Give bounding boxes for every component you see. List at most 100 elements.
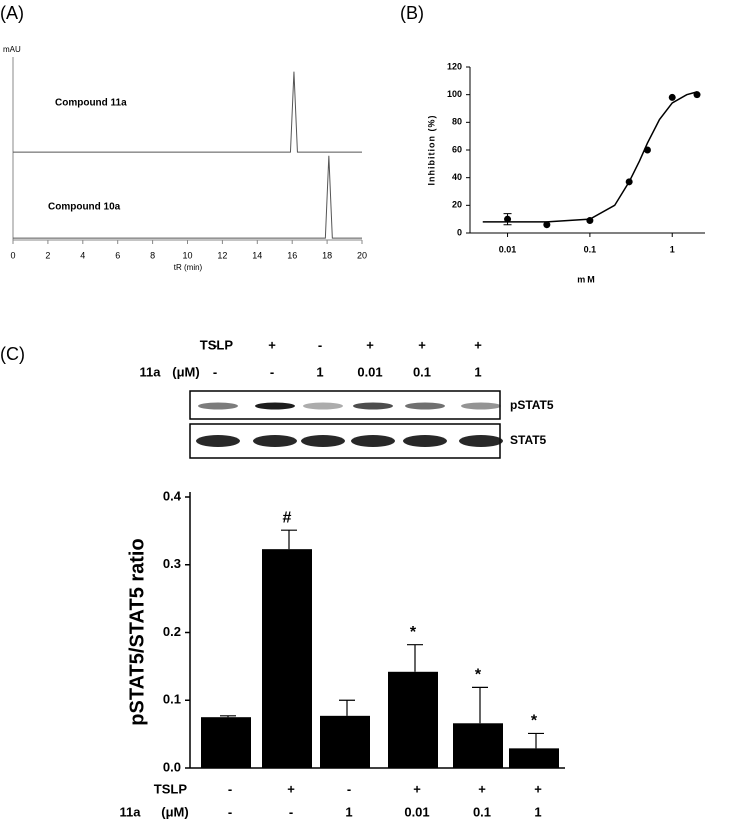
y-axis-label: mAU (3, 45, 21, 54)
bar (201, 717, 251, 768)
x-tick-label: 2 (45, 250, 50, 260)
row-label: TSLP (200, 337, 234, 352)
lane-label: 0.01 (404, 804, 429, 819)
band (405, 402, 445, 410)
data-point (693, 91, 701, 99)
lane-label: - (289, 804, 293, 819)
x-tick-label: 1 (670, 244, 675, 254)
band (253, 435, 297, 447)
trace-label: Compound 11a (55, 98, 127, 109)
y-tick-label: 100 (447, 89, 462, 99)
row-unit: (μM) (161, 804, 188, 819)
x-axis-label: mM (577, 274, 597, 284)
band (351, 435, 395, 447)
y-tick-label: 0.2 (163, 624, 181, 639)
error-bar (220, 715, 236, 718)
lane-label: + (534, 781, 542, 796)
band (196, 435, 240, 447)
data-point (643, 146, 651, 154)
lane-label: - (213, 364, 217, 379)
band (301, 435, 345, 447)
lane-label: 1 (534, 804, 541, 819)
row-label: 11a (140, 364, 162, 379)
y-tick-label: 60 (452, 144, 462, 154)
lane-label: 1 (316, 364, 323, 379)
y-tick-label: 0.4 (163, 488, 182, 503)
band (255, 402, 295, 410)
y-tick-label: 40 (452, 172, 462, 182)
trace (13, 71, 362, 153)
lane-label: + (474, 337, 482, 352)
x-tick-label: 6 (115, 250, 120, 260)
data-point (586, 217, 594, 225)
lane-label: + (478, 781, 486, 796)
y-tick-label: 80 (452, 117, 462, 127)
bar (388, 671, 438, 768)
error-bar (339, 699, 355, 716)
significance-mark: * (531, 713, 538, 730)
band (303, 402, 343, 410)
error-bar (472, 686, 488, 724)
band (403, 435, 447, 447)
x-tick-label: 14 (252, 250, 262, 260)
lane-label: - (228, 781, 232, 796)
bar (509, 748, 559, 768)
y-axis-label: Inhibition (%) (426, 115, 436, 186)
x-tick-label: 12 (217, 250, 227, 260)
panel-label: (C) (0, 344, 25, 364)
bar (453, 723, 503, 768)
y-tick-label: 0.3 (163, 556, 181, 571)
x-tick-label: 18 (322, 250, 332, 260)
error-bar (528, 732, 544, 749)
row-label: TSLP (154, 781, 188, 796)
x-tick-label: 10 (182, 250, 192, 260)
data-point (543, 221, 551, 229)
band (198, 402, 238, 410)
blot-frame (189, 390, 501, 420)
band (459, 435, 503, 447)
x-tick-label: 4 (80, 250, 85, 260)
band-label: pSTAT5 (510, 398, 554, 412)
x-tick-label: 0.01 (499, 244, 517, 254)
data-point (625, 178, 633, 186)
lane-label: 1 (474, 364, 481, 379)
trace-label: Compound 10a (48, 202, 121, 213)
band (353, 402, 393, 410)
lane-label: - (318, 337, 322, 352)
error-bar (281, 529, 297, 550)
lane-label: - (347, 781, 351, 796)
band (461, 402, 501, 410)
lane-label: - (228, 804, 232, 819)
lane-label: 0.1 (413, 364, 431, 379)
lane-label: 1 (345, 804, 352, 819)
trace (13, 155, 362, 239)
lane-label: + (418, 337, 426, 352)
y-tick-label: 0.1 (163, 692, 181, 707)
x-tick-label: 0 (10, 250, 15, 260)
significance-mark: * (475, 667, 482, 684)
lane-label: 0.01 (357, 364, 382, 379)
panel-label: (B) (400, 3, 424, 23)
x-tick-label: 0.1 (584, 244, 597, 254)
panel-label: (A) (0, 3, 24, 23)
bar (262, 549, 312, 768)
y-axis-label: pSTAT5/STAT5 ratio (126, 538, 148, 725)
x-tick-label: 8 (150, 250, 155, 260)
x-axis-label: tR (min) (174, 263, 203, 272)
lane-label: - (213, 337, 217, 352)
data-point (668, 93, 676, 101)
lane-label: 0.1 (473, 804, 491, 819)
x-tick-label: 20 (357, 250, 367, 260)
lane-label: + (268, 337, 276, 352)
lane-label: + (287, 781, 295, 796)
y-tick-label: 120 (447, 61, 462, 71)
y-tick-label: 0.0 (163, 759, 181, 774)
x-tick-label: 16 (287, 250, 297, 260)
row-unit: (μM) (172, 364, 199, 379)
error-bar (407, 644, 423, 672)
fit-curve (482, 91, 698, 223)
y-tick-label: 20 (452, 200, 462, 210)
band-label: STAT5 (510, 433, 547, 447)
y-tick-label: 0 (457, 227, 462, 237)
